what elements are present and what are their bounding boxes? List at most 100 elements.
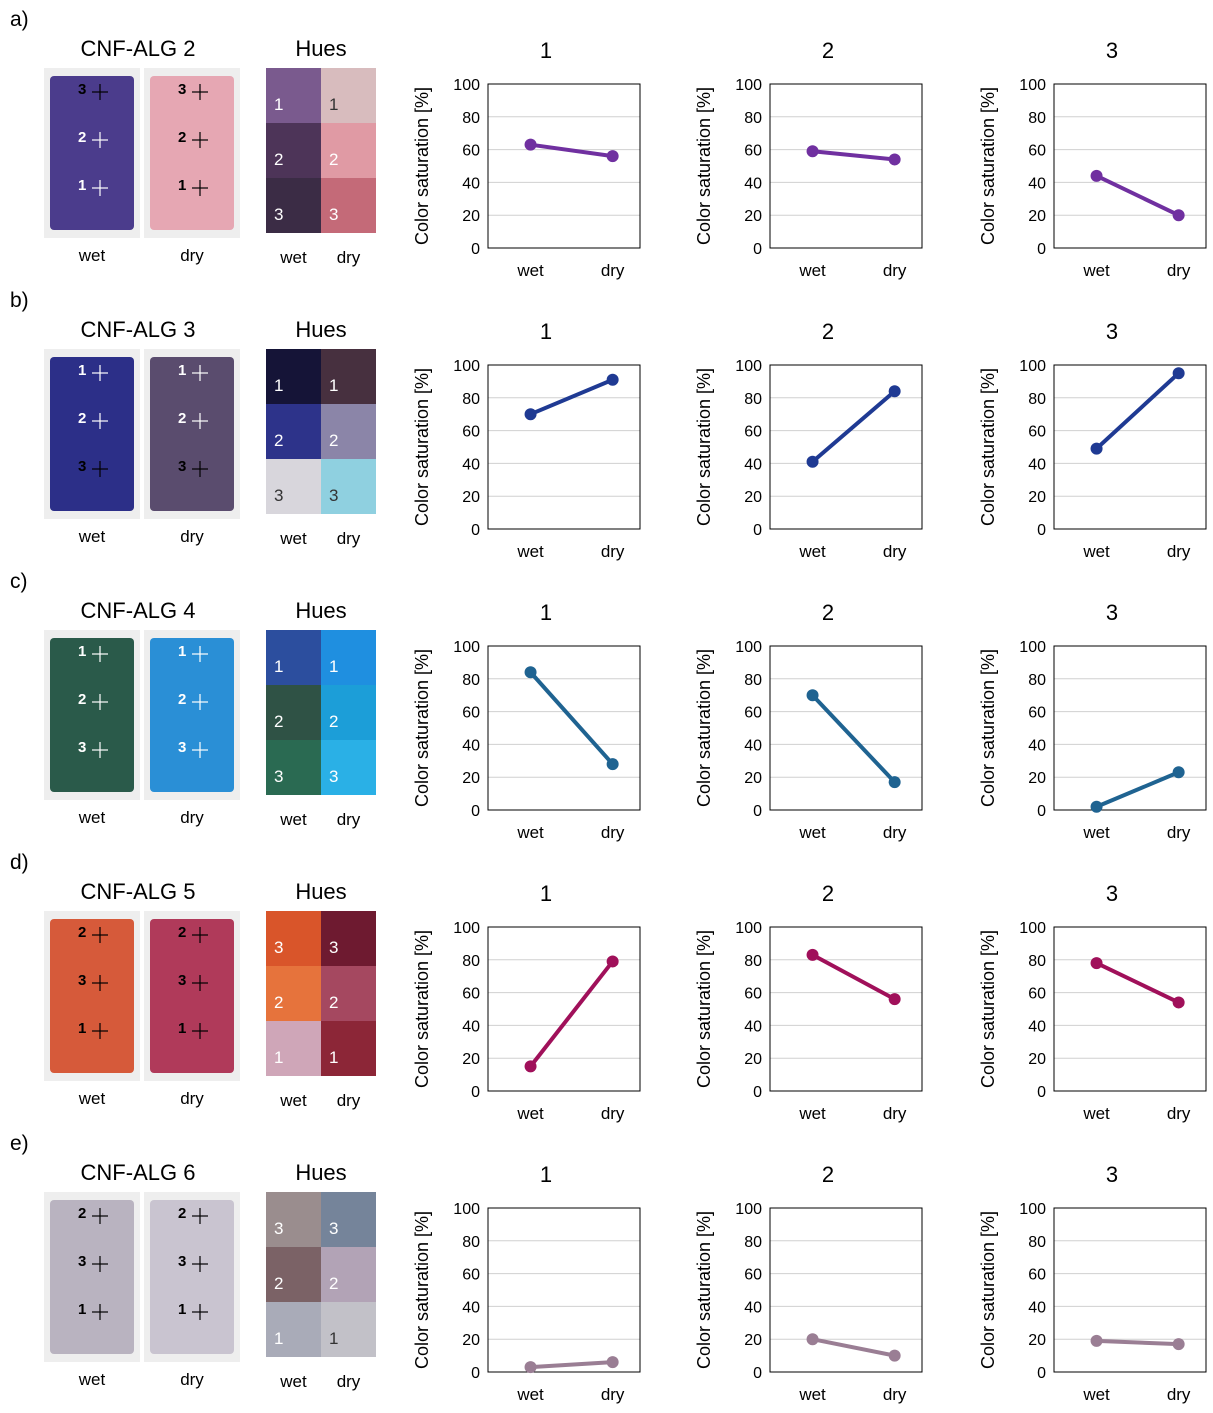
photo-marker: 3 bbox=[178, 81, 208, 100]
plot-frame bbox=[487, 1207, 641, 1373]
sample-shape bbox=[150, 1200, 234, 1354]
sample-photo-wet: 2 3 1 bbox=[44, 911, 140, 1081]
y-tick-label: 40 bbox=[744, 1018, 762, 1035]
y-tick-label: 100 bbox=[453, 77, 480, 94]
y-axis-label: Color saturation [%] bbox=[694, 930, 714, 1088]
data-point-wet bbox=[524, 1060, 537, 1073]
x-tick-label: wet bbox=[798, 1104, 826, 1123]
hue-swatch: 1 bbox=[266, 1021, 321, 1076]
hue-swatch: 1 bbox=[321, 349, 376, 404]
y-tick-label: 60 bbox=[462, 1267, 480, 1284]
saturation-chart: 1 0 20 40 60 80 100 Color saturation [%] wet dry bbox=[412, 881, 641, 1123]
plot-frame bbox=[1053, 926, 1207, 1092]
y-tick-label: 100 bbox=[453, 1201, 480, 1218]
photo-caption-wet: wet bbox=[78, 1089, 106, 1108]
hue-swatch: 3 bbox=[266, 911, 321, 966]
hue-swatch: 3 bbox=[321, 178, 376, 233]
chart-title: 3 bbox=[1106, 600, 1118, 625]
y-tick-label: 80 bbox=[744, 110, 762, 127]
x-tick-label: dry bbox=[1167, 261, 1191, 280]
y-tick-label: 20 bbox=[1028, 208, 1046, 225]
hues-grid: 1 1 2 2 3 3 bbox=[266, 68, 376, 233]
hue-swatch: 2 bbox=[266, 1247, 321, 1302]
y-tick-label: 80 bbox=[1028, 953, 1046, 970]
hue-swatch: 3 bbox=[321, 1192, 376, 1247]
chart-title: 2 bbox=[822, 38, 834, 63]
sample-shape bbox=[150, 638, 234, 792]
sample-photo-graphic: 2 3 1 bbox=[50, 919, 134, 1073]
y-tick-label: 80 bbox=[1028, 672, 1046, 689]
sample-title: CNF-ALG 3 bbox=[80, 317, 196, 342]
sample-shape bbox=[50, 76, 134, 230]
hue-swatch-label: 2 bbox=[329, 150, 339, 169]
data-point-dry bbox=[606, 150, 619, 163]
panel-row: c) CNF-ALG 4 1 2 3 wet 1 2 3 dry Hues 1 1 2 2 3 3 wet dry 1… bbox=[0, 570, 1213, 851]
y-tick-label: 40 bbox=[1028, 456, 1046, 473]
plot-frame bbox=[769, 83, 923, 249]
hues-title: Hues bbox=[295, 36, 347, 61]
y-tick-label: 60 bbox=[744, 705, 762, 722]
y-tick-label: 80 bbox=[744, 672, 762, 689]
panel-label: b) bbox=[10, 289, 29, 312]
photo-marker: 1 bbox=[78, 362, 108, 381]
photo-marker: 2 bbox=[178, 924, 208, 943]
saturation-chart: 3 0 20 40 60 80 100 Color saturation [%] wet dry bbox=[978, 319, 1207, 561]
y-tick-label: 100 bbox=[735, 1201, 762, 1218]
hue-caption-wet: wet bbox=[280, 810, 307, 829]
sample-shape bbox=[50, 919, 134, 1073]
hue-caption-dry: dry bbox=[336, 1372, 361, 1391]
plot-frame bbox=[487, 645, 641, 811]
data-point-wet bbox=[1090, 169, 1103, 182]
hue-swatch: 3 bbox=[321, 911, 376, 966]
photo-marker: 1 bbox=[78, 177, 108, 196]
y-tick-label: 20 bbox=[1028, 1332, 1046, 1349]
sample-photo-graphic: 3 2 1 bbox=[50, 76, 134, 230]
plot-frame bbox=[1053, 364, 1207, 530]
x-tick-label: wet bbox=[516, 1385, 544, 1404]
data-point-dry bbox=[888, 993, 901, 1006]
photo-marker: 2 bbox=[178, 129, 208, 148]
photo-marker: 3 bbox=[78, 739, 108, 758]
photo-marker-number: 2 bbox=[78, 129, 86, 146]
y-tick-label: 60 bbox=[744, 1267, 762, 1284]
x-tick-label: dry bbox=[601, 1385, 625, 1404]
y-tick-label: 100 bbox=[735, 358, 762, 375]
saturation-chart: 1 0 20 40 60 80 100 Color saturation [%] wet dry bbox=[412, 319, 641, 561]
data-point-wet bbox=[806, 1333, 819, 1346]
series-line bbox=[1094, 961, 1181, 1005]
data-point-dry bbox=[1172, 209, 1185, 222]
x-tick-label: wet bbox=[1082, 823, 1110, 842]
series-line bbox=[810, 693, 897, 785]
hue-caption-dry: dry bbox=[336, 529, 361, 548]
hue-swatch-label: 1 bbox=[329, 1329, 339, 1348]
photo-marker: 3 bbox=[178, 458, 208, 477]
plot-frame bbox=[1053, 83, 1207, 249]
photo-marker-number: 1 bbox=[178, 177, 186, 194]
y-tick-label: 80 bbox=[462, 110, 480, 127]
photo-marker-number: 2 bbox=[178, 410, 186, 427]
y-tick-label: 100 bbox=[735, 639, 762, 656]
hue-swatch: 1 bbox=[266, 68, 321, 123]
x-tick-label: wet bbox=[1082, 542, 1110, 561]
photo-marker: 2 bbox=[178, 1205, 208, 1224]
y-axis-label: Color saturation [%] bbox=[694, 368, 714, 526]
photo-marker: 3 bbox=[178, 972, 208, 991]
hues-title: Hues bbox=[295, 879, 347, 904]
hues-grid: 1 1 2 2 3 3 bbox=[266, 349, 376, 514]
data-point-dry bbox=[888, 153, 901, 166]
photo-marker-number: 1 bbox=[78, 1301, 86, 1318]
y-tick-label: 80 bbox=[462, 1234, 480, 1251]
sample-photo-wet: 2 3 1 bbox=[44, 1192, 140, 1362]
x-tick-label: dry bbox=[601, 823, 625, 842]
plot-frame bbox=[769, 1207, 923, 1373]
x-tick-label: dry bbox=[1167, 1104, 1191, 1123]
y-axis-label: Color saturation [%] bbox=[412, 930, 432, 1088]
y-axis-label: Color saturation [%] bbox=[694, 649, 714, 807]
y-tick-label: 40 bbox=[744, 456, 762, 473]
y-tick-label: 100 bbox=[735, 920, 762, 937]
data-point-wet bbox=[524, 408, 537, 421]
photo-marker: 3 bbox=[78, 458, 108, 477]
photo-marker-number: 1 bbox=[78, 1020, 86, 1037]
y-tick-label: 40 bbox=[744, 1299, 762, 1316]
sample-shape bbox=[150, 919, 234, 1073]
